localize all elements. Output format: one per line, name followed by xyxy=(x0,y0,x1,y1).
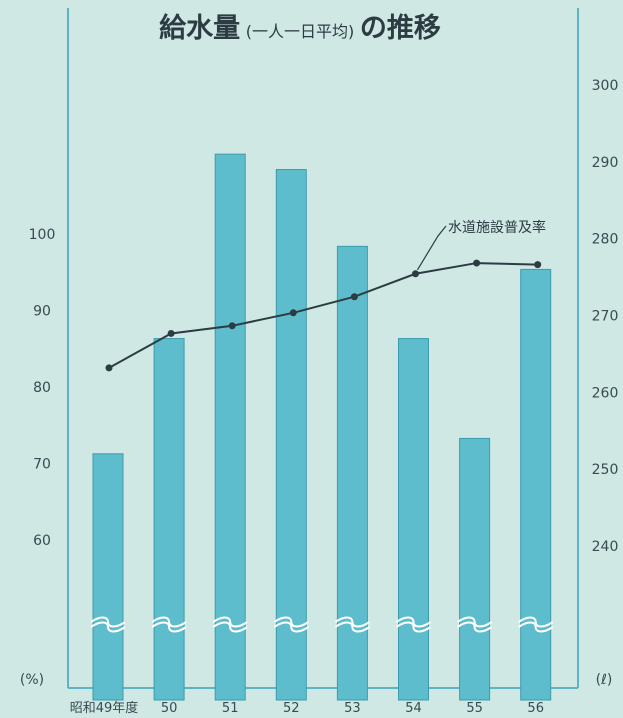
axis-break-1-a xyxy=(151,616,187,628)
axis-break-2-b xyxy=(212,621,248,633)
line-series: 水道施設普及率 xyxy=(105,219,546,372)
axis-break-5-b xyxy=(395,621,432,633)
line-point-0 xyxy=(105,364,113,372)
axis-break-3-a xyxy=(273,616,309,628)
bar-6 xyxy=(459,437,491,701)
x-tick-1: 50 xyxy=(161,701,178,716)
line-point-3 xyxy=(289,309,297,317)
axis-break-4-b xyxy=(334,621,370,633)
line-point-5 xyxy=(412,270,419,278)
axis-break-7-b xyxy=(518,621,554,633)
line-point-2 xyxy=(228,322,236,330)
left-axis-unit: (%) xyxy=(20,672,44,688)
left-tick-60: 60 xyxy=(33,533,51,549)
right-tick-300: 300 xyxy=(592,78,619,94)
bar-series xyxy=(92,153,552,701)
series-label-line: 水道施設普及率 xyxy=(448,219,546,236)
axis-break-5-a xyxy=(395,616,432,628)
axis-break-marks xyxy=(90,616,554,633)
line-path xyxy=(108,262,538,369)
axis-break-0-b xyxy=(90,621,126,633)
x-tick-5: 54 xyxy=(405,701,422,716)
x-tick-7: 56 xyxy=(527,701,544,716)
right-axis-unit: (ℓ) xyxy=(596,672,613,688)
bar-7 xyxy=(520,268,552,701)
left-tick-80: 80 xyxy=(33,380,51,396)
x-tick-4: 53 xyxy=(344,701,361,716)
chart-title-sub: (一人一日平均) xyxy=(245,22,355,41)
left-tick-90: 90 xyxy=(33,304,51,320)
right-tick-260: 260 xyxy=(592,385,619,401)
axis-break-3-b xyxy=(273,621,309,633)
bar-2 xyxy=(214,153,246,701)
x-tick-6: 55 xyxy=(466,701,483,716)
right-tick-270: 270 xyxy=(592,309,619,325)
left-tick-100: 100 xyxy=(29,227,56,243)
axis-break-4-a xyxy=(334,616,370,628)
chart-title-end: の推移 xyxy=(359,13,441,44)
right-tick-290: 290 xyxy=(592,155,619,171)
x-tick-0: 昭和49年度 xyxy=(70,700,139,716)
line-point-6 xyxy=(473,259,481,267)
axis-break-2-a xyxy=(212,616,248,628)
chart-title: 給水量 (一人一日平均) の推移 xyxy=(0,6,600,45)
bar-1 xyxy=(153,338,185,701)
right-tick-250: 250 xyxy=(592,462,619,478)
axis-break-6-a xyxy=(457,616,493,628)
axis-break-1-b xyxy=(151,621,187,633)
bar-5 xyxy=(398,338,429,701)
right-tick-280: 280 xyxy=(592,232,619,248)
axis-break-6-b xyxy=(457,621,493,633)
right-tick-240: 240 xyxy=(592,539,619,555)
bar-3 xyxy=(275,169,307,701)
x-tick-3: 52 xyxy=(283,701,300,716)
line-point-1 xyxy=(167,329,175,337)
bar-4 xyxy=(336,245,368,701)
left-tick-70: 70 xyxy=(33,457,51,473)
x-tick-2: 51 xyxy=(222,701,239,716)
tick-labels: 60 70 80 90 100 240 250 260 270 280 290 300 (%) (ℓ) 昭和… xyxy=(20,78,618,716)
chart-title-main: 給水量 xyxy=(159,13,241,44)
chart-axes xyxy=(67,8,579,689)
axis-break-7-a xyxy=(518,616,554,628)
axis-break-0-a xyxy=(90,616,126,628)
bar-0 xyxy=(92,453,124,701)
line-point-4 xyxy=(350,293,358,301)
line-point-7 xyxy=(534,261,542,269)
series-label-leader xyxy=(416,225,447,271)
